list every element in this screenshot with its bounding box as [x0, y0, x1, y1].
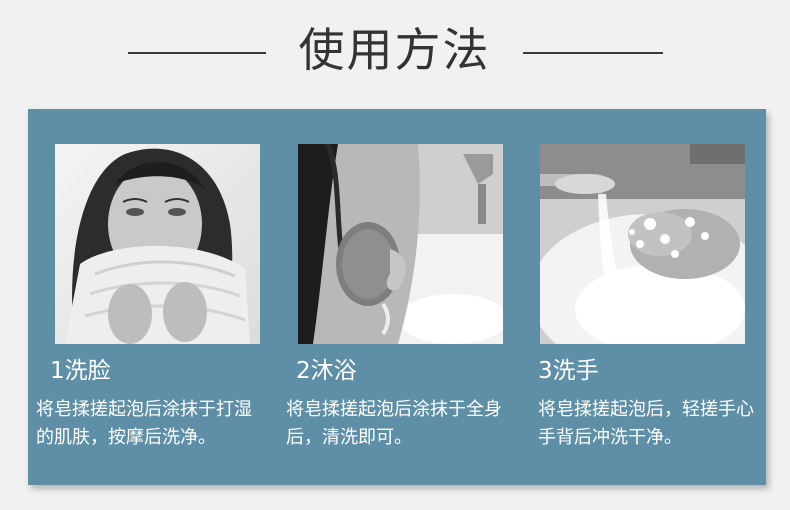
step-3-description: 将皂揉搓起泡后，轻搓手心手背后冲洗干净。	[538, 399, 754, 448]
page-header: 使用方法	[0, 0, 790, 100]
step-1-title: 1洗脸	[50, 358, 111, 384]
page-title: 使用方法	[298, 23, 491, 77]
bath-photo	[298, 144, 503, 344]
step-3-title: 3洗手	[538, 358, 599, 384]
step-2-title: 2沐浴	[296, 358, 357, 384]
title-divider-right	[523, 52, 663, 54]
step-2-description: 将皂揉搓起泡后涂抹于全身后，清洗即可。	[286, 399, 502, 448]
step-1-description: 将皂揉搓起泡后涂抹于打湿的肌肤，按摩后洗净。	[36, 399, 252, 448]
title-divider-left	[128, 52, 266, 54]
usage-panel: 1洗脸 将皂揉搓起泡后涂抹于打湿的肌肤，按摩后洗净。 2沐浴 将皂揉搓起泡后涂抹…	[28, 109, 766, 485]
hand-wash-photo	[540, 144, 745, 344]
face-wash-photo	[55, 144, 260, 344]
